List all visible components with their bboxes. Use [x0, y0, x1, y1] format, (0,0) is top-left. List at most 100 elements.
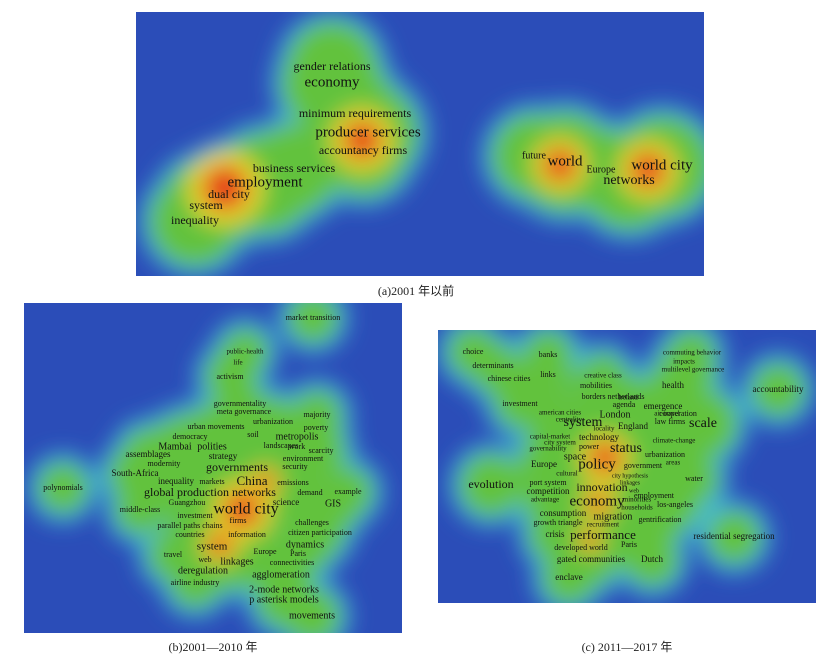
term-label: health [662, 380, 684, 390]
term-label: power [579, 442, 599, 451]
term-label: landscapes [264, 441, 299, 450]
term-label: market transition [286, 313, 340, 322]
term-label: polities [197, 441, 227, 452]
density-hot [342, 120, 382, 160]
term-label: Europe [253, 547, 277, 556]
density-hot [581, 531, 599, 549]
term-label: cooperation [659, 409, 697, 418]
term-label: agenda [613, 400, 636, 409]
term-label: accountancy firms [319, 143, 408, 157]
term-label: activism [216, 372, 244, 381]
term-label: developed world [554, 543, 608, 552]
term-label: science [273, 497, 299, 507]
term-label: Ireland [618, 394, 638, 402]
density-core [459, 453, 523, 517]
term-label: enclave [555, 572, 582, 582]
term-label: urban movements [187, 422, 244, 431]
term-label: scarcity [309, 446, 334, 455]
term-label: policy [578, 456, 616, 472]
term-label: 2-mode networks [249, 584, 319, 595]
term-label: innovation [576, 480, 627, 494]
term-label: cultural [556, 470, 577, 478]
density-core [284, 588, 340, 633]
term-label: modernity [148, 459, 181, 468]
term-label: climate-change [653, 437, 696, 445]
density-core [751, 363, 805, 417]
panel-caption: (b)2001—2010 年 [169, 640, 258, 654]
term-label: chinese cities [488, 374, 531, 383]
term-label: web [198, 555, 211, 564]
term-label: linkages [220, 556, 253, 567]
density-layer [139, 12, 704, 276]
density-core [625, 533, 679, 587]
term-label: urbanization [645, 450, 685, 459]
term-label: China [236, 473, 267, 488]
term-label: investment [177, 511, 213, 520]
term-label: capital-market [530, 433, 570, 441]
term-label: law firms [655, 417, 685, 426]
term-label: system [564, 415, 603, 430]
density-core [707, 510, 761, 564]
density-hot [208, 533, 232, 557]
term-label: port system [529, 478, 567, 487]
term-label: links [540, 370, 556, 379]
term-label: inequality [171, 213, 219, 227]
term-label: environment [283, 454, 324, 463]
term-label: consumption [540, 508, 587, 518]
term-label: travel [164, 550, 183, 559]
term-label: democracy [172, 432, 207, 441]
term-label: system [189, 198, 223, 212]
term-label: Paris [621, 540, 637, 549]
term-label: areas [666, 459, 681, 467]
term-label: Europe [531, 459, 557, 469]
term-label: air-travel [654, 410, 680, 418]
density-hot [630, 152, 666, 188]
term-label: employment [228, 174, 304, 190]
term-label: economy [305, 74, 360, 90]
term-label: creative class [584, 372, 622, 380]
term-label: minimum requirements [299, 106, 412, 120]
term-label: soil [247, 430, 259, 439]
term-label: governmentality [214, 399, 266, 408]
term-label: firms [230, 516, 247, 525]
term-label: inequality [158, 476, 194, 486]
term-label: american cities [539, 409, 581, 417]
term-label: deregulation [178, 565, 228, 576]
term-label: world city [631, 157, 693, 173]
term-label: public-health [227, 348, 264, 356]
term-label: los-angeles [657, 500, 693, 509]
density-core [542, 551, 596, 603]
term-label: determinants [472, 361, 513, 370]
panel-caption: (c) 2011—2017 年 [582, 640, 673, 654]
density-layer [28, 303, 383, 633]
term-label: accountability [753, 384, 804, 394]
term-label: crisis [546, 529, 565, 539]
density-core [170, 558, 220, 608]
term-label: England [618, 421, 648, 431]
density-layer [438, 330, 815, 603]
term-label: city hypothesis [612, 473, 649, 479]
term-label: Mambai [158, 441, 192, 452]
term-label: security [282, 462, 307, 471]
term-label: banks [539, 350, 558, 359]
term-label: work [289, 442, 305, 451]
term-label: p asterisk models [249, 594, 319, 605]
term-label: centrality [556, 416, 583, 424]
term-label: recruitment [587, 521, 619, 529]
term-label: choice [463, 347, 484, 356]
term-label: global production networks [144, 485, 276, 499]
density-core [495, 379, 545, 429]
term-label: movements [289, 610, 335, 621]
term-label: markets [199, 477, 224, 486]
term-label: growth triangle [533, 518, 583, 527]
term-label: governments [206, 460, 268, 474]
term-label: commuting behavior [663, 349, 722, 357]
term-label: city system [544, 439, 576, 447]
term-label: governability [529, 445, 567, 453]
term-label: poverty [304, 423, 328, 432]
term-label: dual city [208, 187, 250, 201]
term-label: life [233, 359, 242, 367]
density-hot [589, 442, 621, 474]
density-core [38, 463, 88, 513]
